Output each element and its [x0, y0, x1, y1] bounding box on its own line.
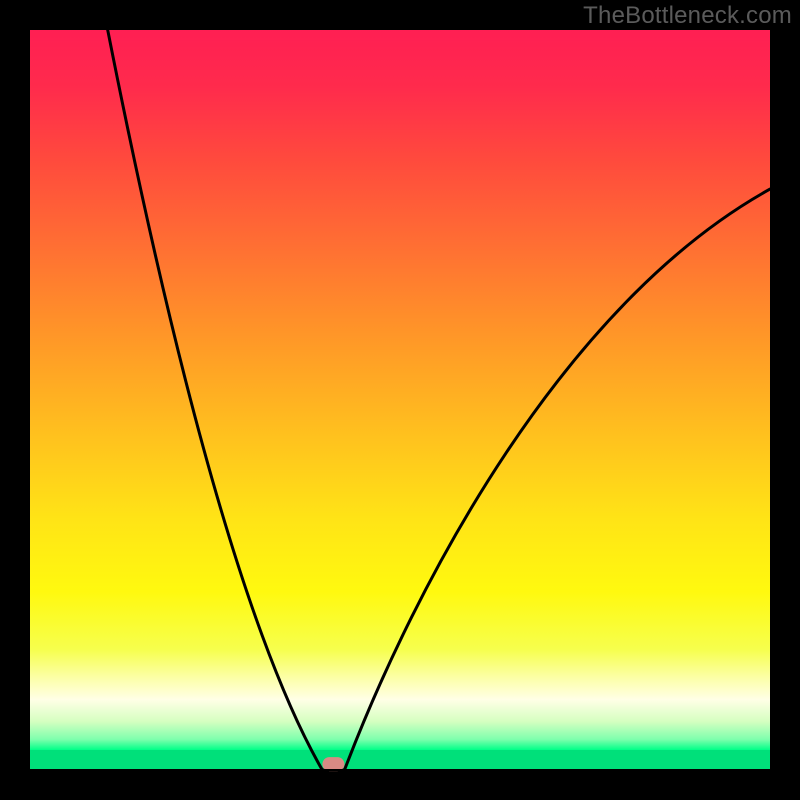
baseline-green-band: [30, 750, 770, 770]
chart-stage: TheBottleneck.com: [0, 0, 800, 800]
watermark-text: TheBottleneck.com: [583, 2, 792, 30]
optimal-point-marker: [322, 757, 344, 771]
bottleneck-chart-svg: [0, 0, 800, 800]
